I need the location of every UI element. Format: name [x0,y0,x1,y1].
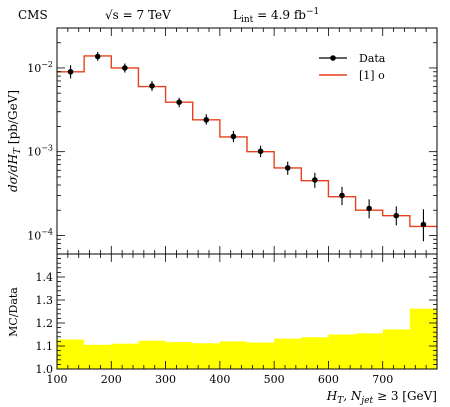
data-point [339,192,345,199]
x-tick-label: 500 [264,373,285,386]
data-point [393,212,400,219]
ratio-y-tick-label: 1.2 [36,317,54,330]
x-tick-label: 100 [47,373,68,386]
ratio-y-tick-label: 1.4 [36,271,54,284]
ratio-band-bin [355,333,383,369]
data-point [420,221,427,228]
ratio-band-bin [57,339,85,369]
data-point [366,205,372,212]
ratio-band-bin [328,334,356,369]
ratio-band-bin [192,343,220,369]
experiment-label: CMS [18,8,48,22]
x-tick-label: 700 [372,373,393,386]
main-y-tick-label: 10−2 [27,60,53,75]
legend-mc-label: [1] o [359,69,385,82]
x-tick-label: 600 [318,373,339,386]
main-y-tick-label: 10−4 [27,227,53,242]
data-point [176,99,182,105]
main-y-tick-label: 10−3 [27,144,53,159]
x-tick-label: 300 [155,373,176,386]
data-point [67,68,74,75]
data-point [230,133,237,140]
lumi-label: Lint = 4.9 fb−1 [233,7,319,25]
x-tick-label: 400 [209,373,230,386]
ratio-band-bin [247,342,275,369]
main-y-axis-label: dσ/dHT [pb/GeV] [6,90,23,192]
ratio-band-bin [409,308,437,369]
ratio-y-tick-label: 1.0 [36,363,54,376]
data-point [122,65,128,71]
ratio-band-bin [382,329,410,369]
ratio-band-bin [84,344,112,369]
ratio-plot-panel: 100 200 300 400 500 600 700 1.0 1.1 1.2 1.3 1.4 [36,253,438,386]
energy-label: √s = 7 TeV [105,8,171,22]
data-point [203,117,210,123]
ratio-plot-frame [56,253,438,370]
legend-data-label: Data [359,52,386,65]
legend-data-marker [330,55,336,61]
ratio-band-bin [165,342,193,369]
data-point [312,177,318,183]
data-point [149,83,155,89]
ratio-y-axis-label: MC/Data [7,287,20,337]
main-plot-panel: 10−2 10−3 10−4 [27,27,438,255]
x-tick-label: 200 [101,373,122,386]
data-point [94,53,101,60]
data-point [284,165,291,171]
legend: Data [1] o [319,52,386,82]
ratio-band-bin [274,338,302,369]
x-axis-label: HT, Njet ≥ 3 [GeV] [326,389,437,406]
data-point [257,148,264,155]
ratio-y-tick-label: 1.1 [36,340,54,353]
ratio-band-bin [138,340,166,369]
ratio-band-bin [301,337,329,369]
ratio-y-tick-label: 1.3 [36,294,54,307]
ratio-band-bin [219,341,247,369]
ratio-band-bin [111,343,139,369]
